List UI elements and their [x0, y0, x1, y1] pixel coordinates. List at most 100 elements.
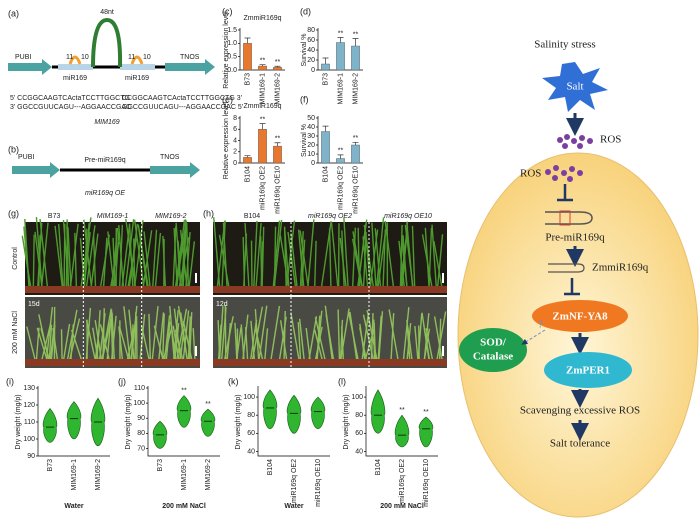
significance: **	[260, 58, 266, 65]
x-tick-label: B104	[375, 459, 382, 475]
panel-labels: (a) (b) (c) (d) (e) (f) (g) (h) (i) (j) …	[6, 6, 346, 386]
y-tick-label: 100	[133, 400, 145, 407]
plant	[373, 322, 377, 361]
plant	[39, 218, 49, 288]
model-title: Salinity stress	[534, 39, 595, 51]
panel-label: (i)	[6, 376, 14, 386]
plant	[35, 327, 40, 361]
row-label: Control	[12, 247, 19, 270]
label: ?	[538, 319, 543, 331]
plant	[341, 326, 345, 361]
y-tick-label: 0	[311, 160, 315, 167]
x-tick-label: MIM169-2	[205, 459, 212, 491]
plant	[374, 228, 382, 288]
plant	[362, 236, 369, 288]
sequence: GGCCGUUCAGU---AGGAACCGAC 5'	[122, 104, 243, 111]
plant	[187, 316, 191, 361]
bar	[273, 67, 282, 71]
label: Pre-miR169q	[545, 232, 605, 244]
plant	[377, 315, 382, 361]
plant	[66, 225, 70, 288]
x-axis-label: 200 mM NaCl	[162, 503, 206, 510]
plant	[162, 313, 165, 361]
plant	[154, 232, 162, 288]
plant	[273, 219, 283, 288]
y-tick-label: 90	[137, 415, 145, 422]
plant	[250, 320, 256, 361]
significance: **	[353, 31, 359, 38]
bar	[258, 129, 267, 164]
plant	[96, 310, 101, 361]
pots	[213, 286, 447, 293]
x-tick-label: MIM169-2	[274, 73, 281, 105]
significance: **	[205, 401, 211, 408]
plant	[273, 226, 277, 288]
y-tick-label: 80	[307, 27, 315, 34]
x-tick-label: MIM169-1	[259, 73, 266, 105]
y-tick-label: 10	[307, 151, 315, 158]
y-tick-label: 40	[247, 448, 255, 455]
y-tick-label: 120	[23, 402, 35, 409]
plant	[83, 219, 93, 288]
plant	[139, 314, 146, 361]
y-tick-label: 40	[307, 47, 315, 54]
plant	[102, 237, 108, 288]
plant	[404, 224, 414, 288]
plant	[411, 225, 416, 288]
panel-label: (j)	[118, 376, 126, 386]
plant	[35, 217, 43, 288]
plant	[102, 308, 105, 361]
label: 11	[128, 54, 135, 61]
plant	[433, 316, 443, 361]
violin	[418, 416, 434, 448]
sequence: 5' CCGGCAAGTCActaTCCTTGGCTG	[10, 95, 130, 102]
bar	[243, 157, 252, 164]
label: 48nt	[100, 9, 114, 16]
y-tick-label: 1.0	[227, 40, 237, 47]
violin	[370, 389, 386, 434]
plant	[325, 314, 335, 361]
day-label: 15d	[28, 301, 40, 308]
y-axis-label: Dry weight (mg/p)	[15, 394, 22, 449]
x-tick-label: miR169q OE10	[315, 459, 322, 507]
plant	[307, 219, 315, 288]
label: PUBI	[18, 154, 34, 161]
plant	[382, 229, 387, 288]
plant	[261, 226, 265, 288]
label: ZmNF-YA8	[552, 311, 608, 323]
day-label: 12d	[216, 301, 228, 308]
plant	[349, 311, 358, 361]
label: TNOS	[180, 54, 200, 61]
plant	[299, 230, 309, 288]
caption: miR169q OE	[85, 190, 125, 197]
sequence: 3' GGCCGUUCAGU---AGGAACCGAC	[10, 104, 131, 111]
plant	[153, 325, 164, 361]
plant	[260, 235, 263, 288]
plant	[67, 227, 72, 288]
significance: **	[181, 387, 187, 394]
violin	[394, 414, 410, 448]
plant	[220, 307, 227, 361]
plant	[298, 318, 305, 361]
plant	[118, 224, 125, 288]
panel-label: (e)	[222, 94, 233, 104]
y-tick-label: 60	[355, 430, 363, 437]
y-tick-label: 100	[243, 394, 255, 401]
plant	[249, 319, 258, 361]
scale-bar	[442, 346, 444, 356]
plant	[218, 234, 230, 288]
plant	[285, 220, 296, 288]
y-tick-label: 4	[233, 137, 237, 144]
plant	[54, 225, 64, 288]
terminator-arrow	[150, 162, 200, 178]
axes	[365, 386, 438, 457]
column-label: MIM169-1	[97, 213, 129, 220]
promoter-arrow	[12, 162, 60, 178]
label: SOD/	[480, 337, 507, 349]
salt-star	[542, 62, 608, 112]
label: ZmmiR169q	[592, 262, 649, 274]
plant	[62, 323, 71, 361]
plant	[162, 327, 173, 361]
x-tick-label: B104	[267, 459, 274, 475]
plant	[240, 324, 245, 361]
